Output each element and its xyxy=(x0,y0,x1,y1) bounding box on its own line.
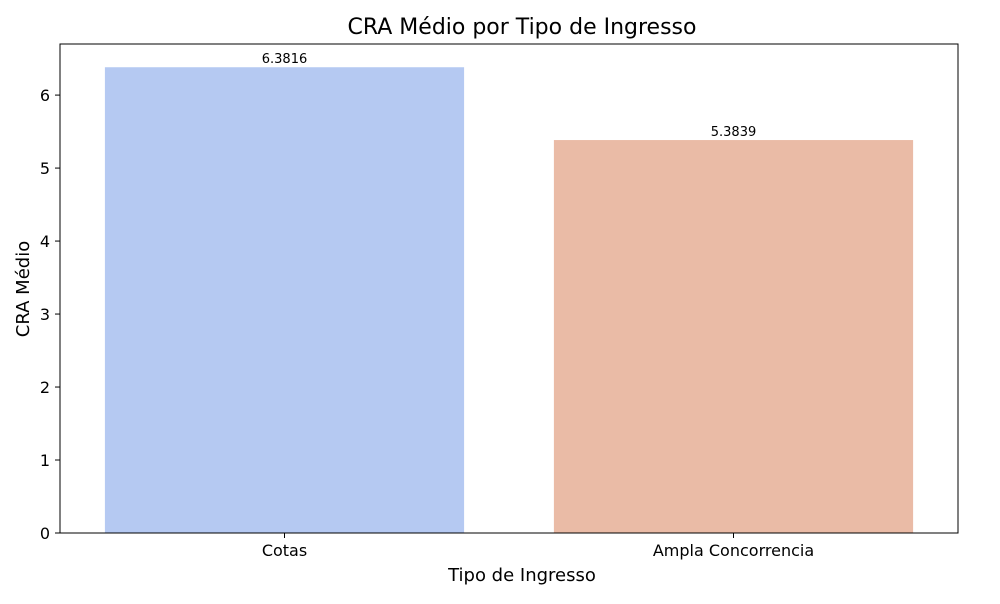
bars-group xyxy=(104,67,914,533)
y-tick-label-4: 4 xyxy=(40,232,50,251)
y-tick-label-6: 6 xyxy=(40,86,50,105)
x-axis-label: Tipo de Ingresso xyxy=(447,565,596,586)
y-tick-label-0: 0 xyxy=(40,524,50,543)
bar-1 xyxy=(553,140,914,533)
chart-title: CRA Médio por Tipo de Ingresso xyxy=(348,15,697,40)
plot-frame xyxy=(59,43,959,534)
y-tick-label-3: 3 xyxy=(40,305,50,324)
x-axis: Cotas Ampla Concorrencia xyxy=(262,533,814,560)
y-axis: 0 1 2 3 4 5 6 xyxy=(40,86,60,543)
y-tick-label-5: 5 xyxy=(40,159,50,178)
y-axis-label: CRA Médio xyxy=(13,241,34,337)
value-labels-group: 6.3816 5.3839 xyxy=(262,52,757,140)
x-tick-label-1: Ampla Concorrencia xyxy=(653,541,814,560)
y-tick-label-2: 2 xyxy=(40,378,50,397)
bar-0 xyxy=(104,67,465,533)
value-label-0: 6.3816 xyxy=(262,52,308,67)
y-tick-label-1: 1 xyxy=(40,451,50,470)
x-tick-label-0: Cotas xyxy=(262,541,307,560)
value-label-1: 5.3839 xyxy=(711,125,757,140)
